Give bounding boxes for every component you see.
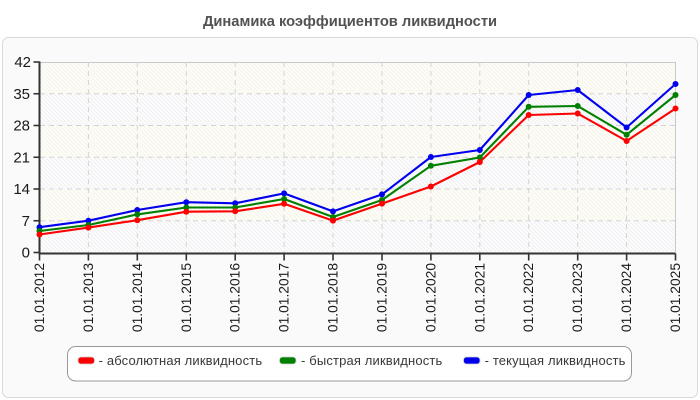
svg-text:01.01.2018: 01.01.2018 — [326, 263, 341, 332]
svg-text:28: 28 — [13, 118, 30, 135]
svg-text:01.01.2015: 01.01.2015 — [179, 263, 194, 332]
svg-text:- абсолютная ликвидность: - абсолютная ликвидность — [99, 353, 263, 368]
svg-text:21: 21 — [13, 149, 30, 166]
svg-text:- быстрая ликвидность: - быстрая ликвидность — [301, 353, 442, 368]
svg-text:01.01.2024: 01.01.2024 — [619, 263, 634, 332]
svg-text:01.01.2016: 01.01.2016 — [228, 263, 243, 332]
svg-text:01.01.2017: 01.01.2017 — [277, 263, 292, 332]
svg-text:7: 7 — [22, 213, 30, 230]
svg-text:01.01.2013: 01.01.2013 — [81, 263, 96, 332]
svg-text:Динамика коэффициентов ликвидн: Динамика коэффициентов ликвидности — [203, 14, 497, 30]
svg-text:01.01.2025: 01.01.2025 — [668, 263, 683, 332]
svg-text:01.01.2020: 01.01.2020 — [423, 263, 438, 332]
svg-text:01.01.2023: 01.01.2023 — [570, 263, 585, 332]
svg-text:01.01.2012: 01.01.2012 — [32, 263, 47, 332]
svg-text:0: 0 — [22, 245, 30, 262]
svg-text:01.01.2014: 01.01.2014 — [130, 263, 145, 332]
svg-text:01.01.2019: 01.01.2019 — [375, 263, 390, 332]
svg-text:- текущая ликвидность: - текущая ликвидность — [485, 353, 626, 368]
svg-text:01.01.2021: 01.01.2021 — [472, 263, 487, 332]
svg-text:01.01.2022: 01.01.2022 — [521, 263, 536, 332]
svg-text:35: 35 — [13, 86, 30, 103]
svg-text:14: 14 — [13, 181, 30, 198]
svg-text:42: 42 — [14, 54, 31, 71]
